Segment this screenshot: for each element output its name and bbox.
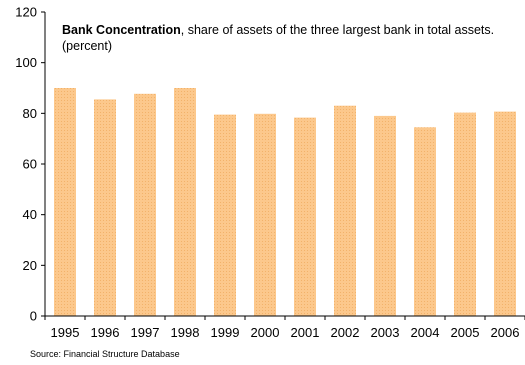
bar-1997	[134, 93, 156, 316]
x-tick-label: 2006	[491, 325, 520, 340]
x-tick-label: 2001	[291, 325, 320, 340]
x-tick-label: 1997	[131, 325, 160, 340]
y-tick-label: 80	[23, 106, 37, 121]
y-tick-label: 40	[23, 207, 37, 222]
bar-1998	[174, 88, 196, 316]
bar-2001	[294, 117, 316, 316]
chart-title-rest: , share of assets of the three largest b…	[181, 23, 494, 37]
axes	[44, 12, 525, 317]
source-note: Source: Financial Structure Database	[30, 349, 180, 359]
bar-1996	[94, 99, 116, 317]
bar-1999	[214, 114, 236, 316]
x-tick-label: 1998	[171, 325, 200, 340]
y-tick-label: 100	[15, 55, 37, 70]
bar-2003	[374, 115, 396, 317]
bar-2004	[414, 127, 436, 316]
x-tick-label: 1995	[51, 325, 80, 340]
chart-subtitle: (percent)	[62, 39, 112, 53]
chart-title: Bank Concentration, share of assets of t…	[62, 23, 494, 37]
x-tick-label: 2004	[411, 325, 440, 340]
bar-1995	[54, 88, 76, 316]
x-tick-label: 1999	[211, 325, 240, 340]
y-axis-ticks: 0 20 40 60 80 100 120	[15, 5, 45, 324]
y-tick-label: 60	[23, 157, 37, 172]
x-tick-label: 2000	[251, 325, 280, 340]
bar-2006	[494, 111, 516, 316]
x-tick-label: 2005	[451, 325, 480, 340]
x-tick-label: 2003	[371, 325, 400, 340]
x-tick-label: 2002	[331, 325, 360, 340]
bar-2000	[254, 113, 276, 316]
y-tick-label: 120	[15, 5, 37, 20]
x-axis-ticks: 1995 1996 1997 1998 1999 2000 2001 2002 2003 2004…	[44, 316, 525, 340]
x-tick-label: 1996	[91, 325, 120, 340]
bar-series	[54, 88, 516, 317]
bar-2002	[334, 105, 356, 316]
bar-2005	[454, 112, 476, 316]
y-tick-label: 0	[30, 309, 37, 324]
chart-title-bold: Bank Concentration	[62, 23, 181, 37]
y-tick-label: 20	[23, 258, 37, 273]
